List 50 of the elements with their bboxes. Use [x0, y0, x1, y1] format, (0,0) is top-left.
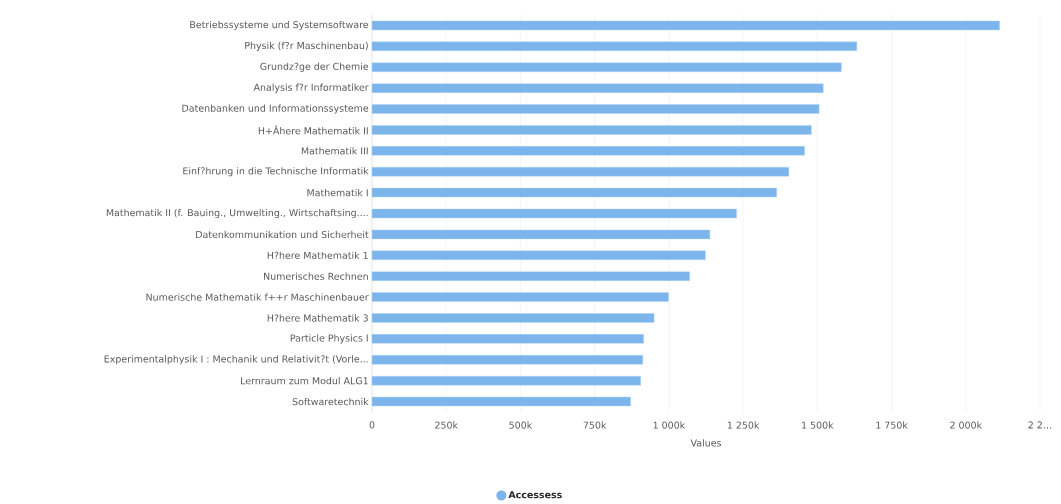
bar [371, 209, 737, 219]
bar [371, 313, 655, 323]
x-axis-title: Values [690, 439, 722, 447]
bar [371, 125, 812, 135]
x-tick-label: 2 000k [950, 421, 983, 429]
x-tick-label: 0 [369, 421, 375, 429]
x-tick-label: 750k [583, 421, 607, 429]
bar [371, 397, 631, 407]
bar [371, 104, 820, 114]
y-tick-label: H+Âhere Mathematik II [258, 125, 368, 135]
x-tick-label: 2 2… [1028, 421, 1052, 429]
y-tick-label: Numerisches Rechnen [264, 272, 368, 281]
y-tick-label: Numerische Mathematik f++r Maschinenbauer [146, 293, 369, 301]
y-tick-label: Mathematik II (f. Bauing., Umwelting., Wirtschaftsing.... [106, 209, 368, 219]
x-tick-label: 250k [435, 421, 458, 429]
bar [371, 20, 1000, 31]
bar [371, 271, 690, 282]
bar [371, 62, 842, 73]
bar [371, 376, 641, 386]
bar [371, 146, 805, 156]
y-tick-label: Analysis f?r Informatiker [253, 83, 369, 93]
x-tick-label: 1 500k [802, 421, 834, 429]
bar [371, 355, 643, 365]
x-tick-label: 1 750k [876, 421, 908, 429]
y-tick-label: Lernraum zum Modul ALG1 [241, 377, 368, 385]
y-tick-label: Experimentalphysik I : Mechanik und Relativit?t (Vorle... [104, 355, 368, 365]
y-tick-label: Mathematik III [301, 147, 368, 155]
bar [371, 250, 706, 261]
bar [371, 229, 711, 240]
y-tick-label: Einf?hrung in die Technische Informatik [183, 167, 369, 177]
y-tick-label: Particle Physics I [290, 334, 368, 344]
y-tick-label: Datenkommunikation und Sicherheit [196, 230, 369, 239]
bar [371, 188, 777, 198]
y-tick-label: Mathematik I [307, 189, 368, 197]
bar [371, 41, 858, 52]
y-tick-label: Datenbanken und Informationssysteme [182, 104, 369, 114]
y-tick-label: Betriebssysteme und Systemsoftware [190, 21, 369, 31]
bar [371, 83, 824, 94]
x-tick-label: 1 250k [727, 421, 760, 429]
x-tick-label: 500k [509, 421, 533, 429]
y-tick-label: Grundz?ge der Chemie [260, 62, 369, 73]
bar [371, 167, 790, 177]
y-tick-label: Physik (f?r Maschinenbau) [245, 42, 368, 52]
y-tick-label: Softwaretechnik [292, 398, 369, 406]
y-tick-label: H?here Mathematik 1 [267, 251, 368, 260]
bar [371, 292, 669, 303]
bar [371, 334, 644, 344]
legend-label: Accessess [508, 491, 562, 499]
x-tick-label: 1 000k [653, 421, 686, 429]
y-tick-label: H?here Mathematik 3 [267, 314, 368, 322]
